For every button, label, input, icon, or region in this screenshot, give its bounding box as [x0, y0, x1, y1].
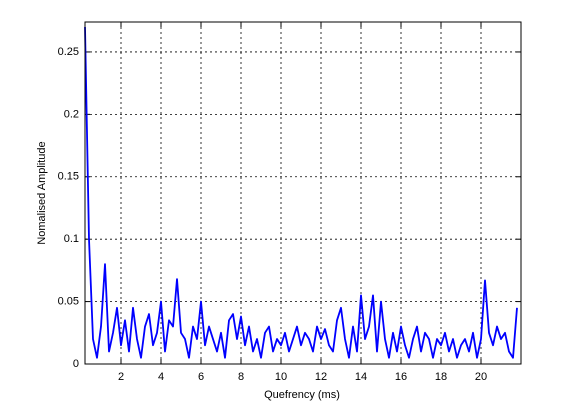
axes-box [84, 21, 522, 365]
x-tick-label: 18 [435, 371, 447, 383]
y-tick-label: 0.15 [58, 171, 79, 183]
y-axis-label: Nomalised Amplitude [36, 141, 48, 244]
x-tick-label: 20 [475, 371, 487, 383]
plot-area [85, 22, 521, 364]
x-tick-label: 2 [118, 371, 124, 383]
y-tick-label: 0.05 [58, 295, 79, 307]
y-tick-label: 0.25 [58, 46, 79, 58]
x-tick-label: 16 [395, 371, 407, 383]
x-tick-label: 4 [158, 371, 164, 383]
x-tick-label: 14 [355, 371, 367, 383]
x-tick-label: 8 [238, 371, 244, 383]
x-tick-label: 10 [275, 371, 287, 383]
x-tick-label: 6 [198, 371, 204, 383]
x-axis-label: Quefrency (ms) [264, 389, 340, 401]
x-tick-label: 12 [315, 371, 327, 383]
y-tick-label: 0 [73, 358, 79, 370]
y-tick-label: 0.1 [64, 233, 79, 245]
y-tick-label: 0.2 [64, 108, 79, 120]
data-line [84, 26, 518, 359]
